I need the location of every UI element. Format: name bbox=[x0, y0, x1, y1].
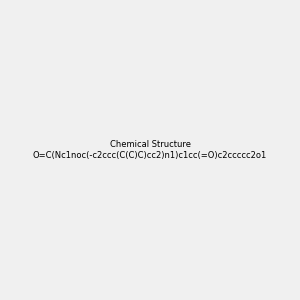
Text: Chemical Structure
O=C(Nc1noc(-c2ccc(C(C)C)cc2)n1)c1cc(=O)c2ccccc2o1: Chemical Structure O=C(Nc1noc(-c2ccc(C(C… bbox=[33, 140, 267, 160]
